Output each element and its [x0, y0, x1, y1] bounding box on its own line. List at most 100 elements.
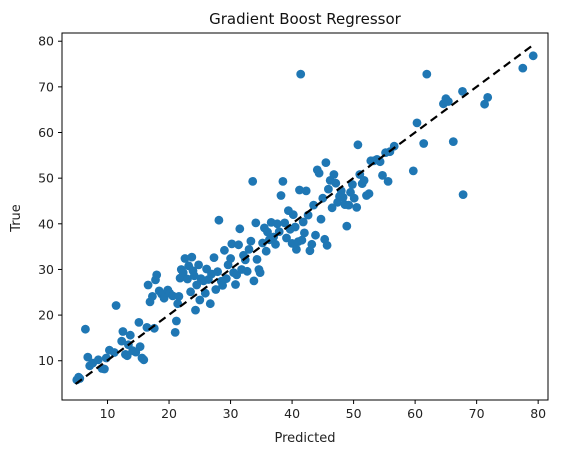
x-tick-label: 80: [530, 406, 546, 421]
x-axis-label: Predicted: [274, 431, 335, 446]
data-point: [118, 327, 128, 336]
data-point: [296, 69, 306, 79]
data-point: [231, 280, 240, 289]
data-point: [221, 274, 231, 283]
data-point: [178, 268, 188, 277]
y-tick-label: 30: [38, 262, 54, 277]
data-point: [111, 301, 121, 310]
data-point: [327, 203, 337, 213]
y-tick-label: 10: [38, 353, 54, 368]
x-tick-label: 40: [284, 406, 300, 421]
data-point: [408, 166, 418, 176]
data-point: [272, 219, 282, 229]
data-point: [211, 285, 221, 294]
data-point: [246, 236, 256, 246]
data-point: [148, 292, 157, 301]
data-point: [183, 274, 192, 284]
data-point: [200, 288, 210, 298]
data-point: [301, 186, 311, 196]
data-point: [348, 180, 357, 189]
data-point: [307, 239, 317, 249]
x-tick-label: 50: [346, 406, 362, 421]
y-tick-label: 50: [38, 171, 54, 186]
y-axis-label: True: [9, 204, 24, 233]
data-point: [83, 352, 93, 362]
data-point: [242, 266, 252, 276]
reference-line: [74, 43, 534, 385]
data-point: [458, 190, 468, 200]
data-point: [338, 192, 348, 202]
data-point: [218, 281, 228, 290]
data-point: [117, 336, 127, 346]
data-point: [295, 185, 304, 195]
data-point: [139, 355, 149, 365]
data-point: [249, 276, 259, 286]
y-tick-label: 40: [38, 216, 54, 231]
y-tick-label: 70: [38, 79, 54, 94]
data-point: [288, 210, 298, 220]
x-tick-label: 30: [223, 406, 239, 421]
data-point: [187, 252, 197, 262]
axes: 10 20 30 40 50 60 70 80 10 20 30 40 50 60 70 80: [38, 32, 549, 421]
data-point: [278, 177, 288, 186]
data-point: [290, 222, 300, 232]
data-point: [226, 254, 236, 263]
data-point: [180, 254, 190, 263]
data-point: [329, 170, 339, 179]
data-point: [276, 191, 286, 200]
plot-frame: [61, 32, 549, 401]
data-point: [172, 316, 181, 326]
data-point: [480, 99, 489, 109]
data-point: [170, 328, 180, 337]
data-point: [213, 267, 223, 277]
data-point: [195, 295, 205, 305]
data-point: [152, 270, 162, 280]
data-point: [448, 137, 458, 147]
data-point: [280, 218, 290, 228]
y-tick-label: 80: [38, 34, 54, 49]
data-point: [159, 293, 169, 303]
data-points: [72, 51, 538, 385]
data-point: [321, 158, 331, 168]
data-point: [342, 221, 352, 231]
data-point: [322, 240, 332, 250]
data-point: [143, 280, 153, 290]
data-point: [134, 318, 144, 327]
data-point: [135, 342, 145, 351]
data-point: [125, 330, 135, 340]
data-point: [375, 157, 385, 167]
data-point: [443, 97, 453, 106]
data-point: [252, 255, 262, 264]
data-point: [271, 239, 280, 249]
data-point: [314, 168, 324, 178]
data-point: [214, 215, 224, 225]
data-point: [518, 63, 528, 73]
data-point: [244, 245, 254, 254]
data-point: [318, 193, 328, 203]
data-point: [81, 324, 90, 334]
data-point: [292, 245, 301, 254]
data-point: [359, 176, 369, 185]
data-point: [412, 118, 422, 128]
data-point: [353, 140, 363, 150]
data-point: [142, 323, 152, 332]
x-tick-label: 60: [407, 406, 423, 421]
data-point: [309, 200, 318, 210]
data-point: [316, 214, 326, 224]
data-point: [186, 287, 196, 297]
data-point: [205, 299, 215, 309]
data-point: [349, 193, 359, 203]
chart-title: Gradient Boost Regressor: [209, 10, 402, 28]
data-point: [311, 230, 320, 240]
data-point: [297, 235, 307, 245]
y-tick-label: 60: [38, 125, 54, 140]
data-point: [234, 240, 244, 250]
data-point: [255, 268, 265, 277]
data-point: [251, 218, 261, 228]
data-point: [422, 69, 432, 79]
data-point: [258, 238, 267, 248]
y-tick-label: 20: [38, 308, 54, 323]
data-point: [300, 228, 309, 238]
data-point: [528, 51, 538, 61]
